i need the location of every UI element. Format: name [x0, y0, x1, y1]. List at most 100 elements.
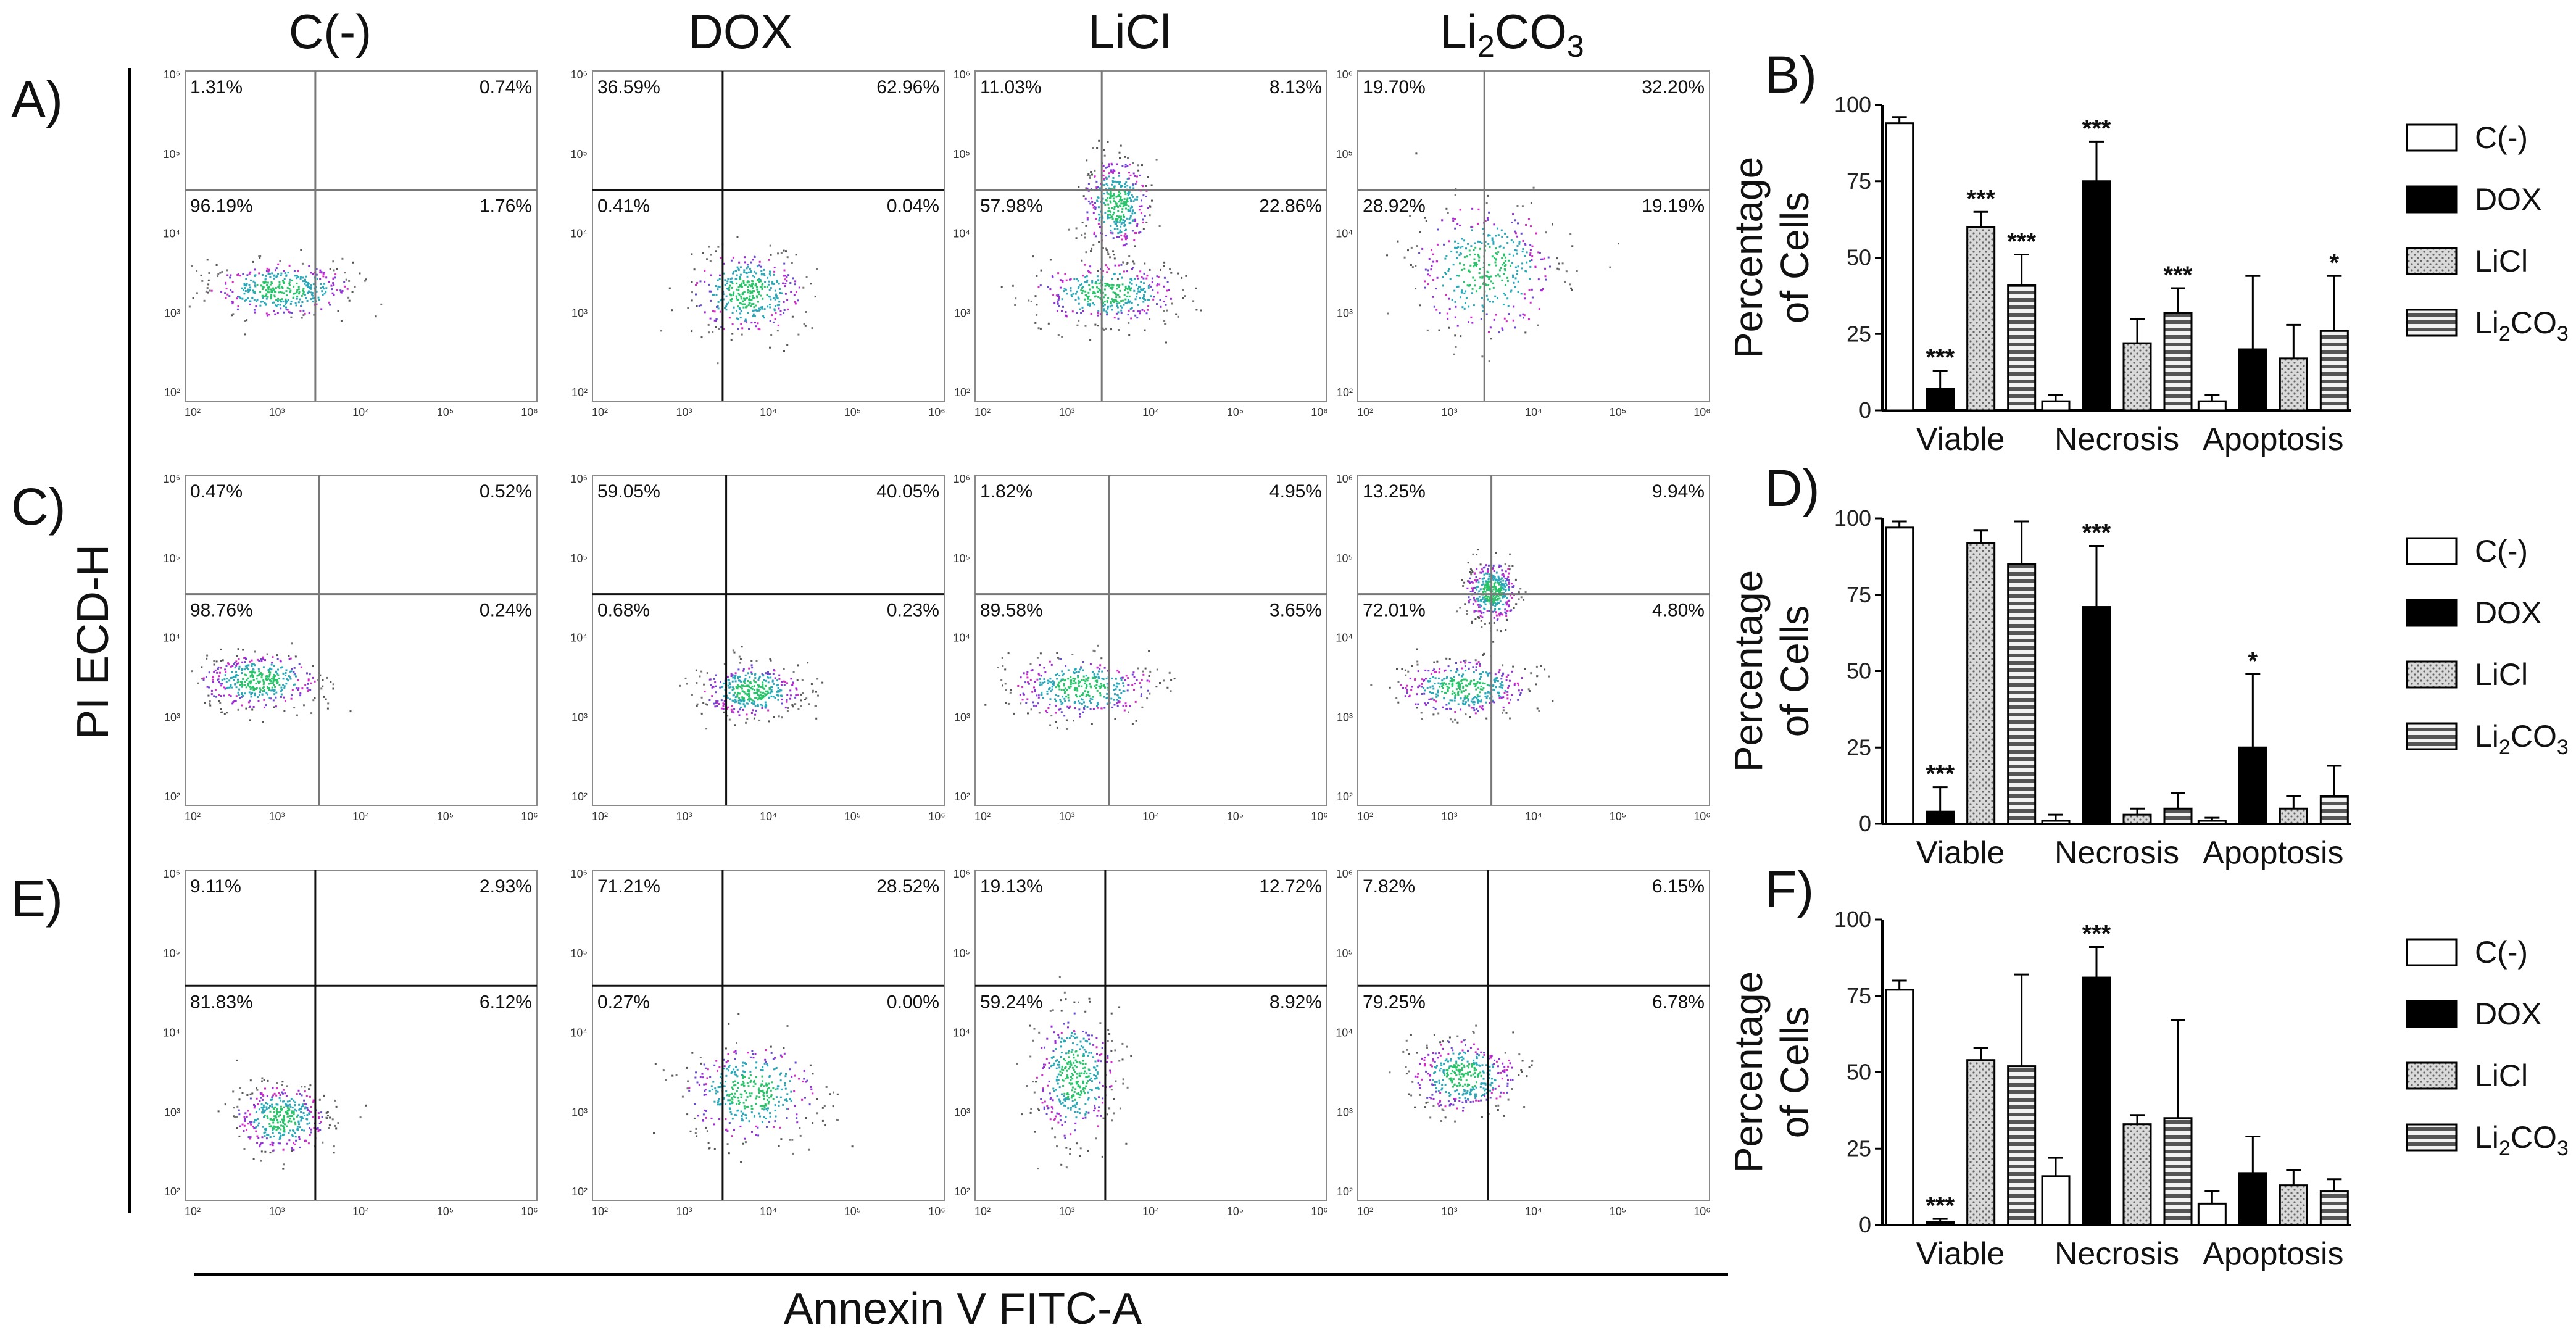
bar-category-label: Apoptosis: [2203, 1236, 2343, 1272]
bar: [2238, 746, 2267, 825]
quadrant-lower-right: 1.76%: [480, 196, 532, 217]
significance-marker: ***: [2082, 520, 2111, 547]
bar: [2041, 400, 2071, 412]
bar-y-label: of Cells: [1772, 605, 1817, 737]
flow-y-tick: 10⁶: [954, 473, 970, 485]
quadrant-lower-left: 89.58%: [980, 600, 1043, 621]
legend-dox-swatch: [2406, 185, 2458, 214]
legend-licl-swatch: [2406, 660, 2458, 689]
flow-plot-frame: [185, 70, 538, 402]
flow-x-tick: 10⁴: [352, 406, 370, 418]
quadrant-lower-left: 0.41%: [597, 196, 650, 217]
quadrant-upper-right: 6.15%: [1652, 876, 1705, 897]
bar: [2163, 1117, 2193, 1226]
bar: [2082, 976, 2111, 1226]
flow-x-tick: 10³: [268, 1205, 285, 1218]
quadrant-upper-left: 9.11%: [190, 876, 241, 897]
flow-y-tick: 10³: [954, 307, 970, 319]
bar-y-tick: 0: [1859, 397, 1871, 423]
flow-y-tick: 10⁶: [1336, 69, 1353, 81]
flow-x-tick: 10⁵: [1227, 810, 1244, 823]
flow-x-tick: 10²: [592, 810, 608, 823]
flow-x-tick: 10⁵: [437, 406, 454, 418]
quadrant-upper-left: 7.82%: [1363, 876, 1415, 897]
flow-y-tick: 10²: [954, 791, 970, 803]
flow-x-tick: 10⁶: [1311, 1205, 1327, 1218]
quadrant-upper-left: 0.47%: [190, 481, 243, 502]
bar: [2279, 357, 2308, 412]
quadrant-lower-left: 79.25%: [1363, 992, 1426, 1012]
flow-y-tick: 10⁶: [164, 868, 180, 880]
flow-x-tick: 10⁵: [1610, 810, 1626, 823]
quadrant-lower-right: 22.86%: [1259, 196, 1322, 217]
flow-plot-frame: [592, 870, 945, 1201]
flow-plot: 19.70% 32.20% 28.92% 19.19% 10⁶ 10⁵ 10⁴ 10³ 10² 1…: [1336, 69, 1710, 418]
flow-y-tick: 10³: [164, 711, 180, 723]
legend-control-swatch: [2406, 537, 2458, 565]
flow-plot: 19.13% 12.72% 59.24% 8.92% 10⁶ 10⁵ 10⁴ 10³ 10² 10…: [953, 868, 1327, 1218]
legend-control-swatch: [2406, 123, 2458, 152]
header-licl: LiCl: [1088, 4, 1171, 59]
bar-y-tick: 75: [1847, 582, 1871, 607]
bar-chart: B) Percentage of Cells 0 25 50 75 100 *** *** *** V…: [1726, 46, 2569, 457]
flow-plot-frame: [974, 475, 1327, 806]
bar: [2319, 795, 2349, 825]
quadrant-lower-right: 4.80%: [1652, 600, 1705, 621]
significance-marker: ***: [1966, 185, 1995, 212]
quadrant-upper-right: 9.94%: [1652, 481, 1705, 502]
quadrant-upper-left: 11.03%: [980, 77, 1042, 98]
flow-y-tick: 10²: [164, 386, 180, 399]
quadrant-lower-left: 98.76%: [190, 600, 253, 621]
flow-x-tick: 10²: [185, 810, 201, 823]
quadrant-upper-left: 1.82%: [980, 481, 1032, 502]
flow-x-tick: 10⁴: [760, 810, 777, 823]
bar-category-label: Viable: [1916, 835, 2005, 871]
flow-plot: 71.21% 28.52% 0.27% 0.00% 10⁶ 10⁵ 10⁴ 10³ 10² 10²…: [570, 868, 945, 1218]
quadrant-lower-right: 6.78%: [1652, 992, 1705, 1012]
quadrant-upper-right: 2.93%: [480, 876, 532, 897]
quadrant-lower-right: 19.19%: [1642, 196, 1705, 217]
header-li2co3: Li2CO3: [1440, 4, 1584, 64]
flow-y-tick: 10²: [164, 1186, 180, 1198]
quadrant-upper-right: 12.72%: [1259, 876, 1322, 897]
flow-y-tick: 10⁶: [1336, 868, 1353, 880]
flow-y-tick: 10⁴: [1336, 228, 1353, 240]
flow-x-tick: 10⁴: [352, 1205, 370, 1218]
legend-dox: DOX: [2475, 596, 2541, 630]
flow-dot-cloud: [1000, 139, 1202, 344]
flow-y-tick: 10²: [1337, 791, 1353, 803]
quadrant-lower-left: 81.83%: [190, 992, 253, 1012]
bar-y-tick: 50: [1847, 658, 1871, 684]
bar-category-label: Viable: [1916, 421, 2005, 457]
bar-y-label: of Cells: [1772, 192, 1817, 323]
flow-y-tick: 10³: [1337, 711, 1353, 723]
bar: [2279, 1184, 2308, 1226]
legend-dox-swatch: [2406, 1000, 2458, 1028]
flow-y-tick: 10⁴: [570, 1027, 588, 1039]
flow-y-tick: 10⁵: [954, 148, 970, 160]
quadrant-lower-left: 57.98%: [980, 196, 1043, 217]
bar-panel-label: D): [1765, 459, 1820, 517]
flow-plot-frame: [1357, 870, 1710, 1201]
flow-x-tick: 10⁴: [1525, 406, 1542, 418]
quadrant-lower-left: 72.01%: [1363, 600, 1426, 621]
flow-x-tick: 10³: [268, 810, 285, 823]
quadrant-upper-left: 1.31%: [190, 77, 243, 98]
legend-dox-swatch: [2406, 599, 2458, 627]
flow-x-tick: 10⁶: [928, 406, 945, 418]
bar-y-label: Percentage: [1726, 157, 1771, 359]
panel-label-a: A): [11, 70, 63, 128]
flow-x-tick: 10⁶: [1311, 810, 1327, 823]
flow-x-tick: 10²: [974, 406, 991, 418]
quadrant-upper-left: 19.70%: [1363, 77, 1426, 98]
bar-y-tick: 0: [1859, 1212, 1871, 1237]
flow-dot-cloud: [191, 642, 352, 723]
bar: [2122, 813, 2152, 825]
flow-y-tick: 10⁶: [571, 69, 588, 81]
quadrant-lower-right: 0.00%: [887, 992, 939, 1012]
flow-x-tick: 10⁶: [521, 810, 538, 823]
legend-control: C(-): [2475, 534, 2528, 568]
bar: [1885, 989, 1914, 1226]
quadrant-lower-right: 0.23%: [887, 600, 939, 621]
quadrant-upper-right: 4.95%: [1269, 481, 1322, 502]
